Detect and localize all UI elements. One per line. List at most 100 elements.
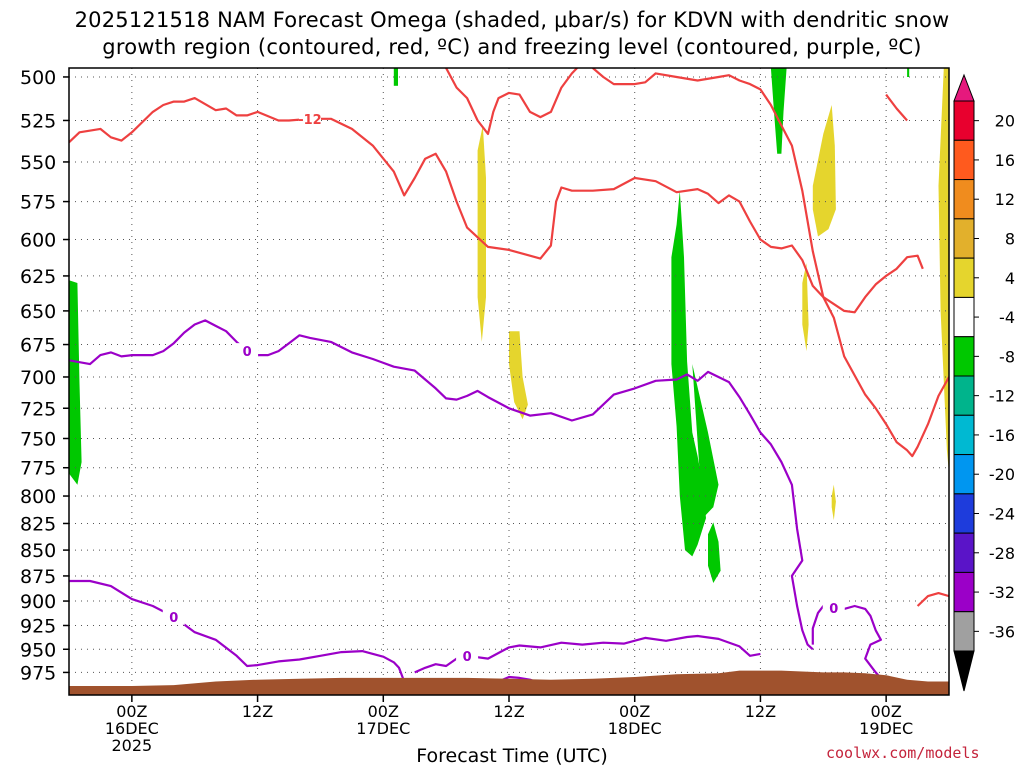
omega-shaded-region-2	[671, 190, 706, 557]
grid-layer	[69, 68, 949, 695]
omega-shading-layer	[69, 68, 949, 583]
credit-text: coolwx.com/models	[826, 744, 980, 762]
colorbar-label-3: 8	[1005, 230, 1015, 249]
colorbar-legend: 20 16 12 8 4 -4 -8 -12 -16 -20 -24 -28 -32 -36	[953, 73, 1015, 692]
x-tick-label-6-1: 16DEC	[105, 719, 159, 738]
y-tick-label-700: 700	[20, 367, 56, 389]
omega-shaded-region-5	[770, 68, 787, 154]
freezing-contour-label-2: 0	[463, 650, 472, 665]
omega-shaded-region-10	[802, 263, 809, 352]
y-tick-label-525: 525	[20, 110, 56, 132]
dgz-contour-label-bg-0	[298, 110, 321, 127]
x-axis-label: Forecast Time (UTC)	[416, 745, 608, 767]
y-tick-label-800: 800	[20, 486, 56, 508]
colorbar-label-5: -4	[999, 308, 1015, 327]
colorbar-swatch-6	[953, 336, 975, 377]
freezing-contour-label-bg-2	[456, 647, 479, 664]
freezing-contour-label-0: 0	[243, 345, 252, 360]
colorbar-swatch-12	[953, 571, 975, 613]
x-tick-label-18-0: 12Z	[242, 702, 273, 721]
terrain-fill	[69, 670, 949, 695]
y-axis: 500 525 550 575 600 625 650 675 700 725 750 775 800 8…	[20, 67, 69, 684]
colorbar-swatch-13	[953, 611, 975, 652]
colorbar-label-2: 12	[995, 190, 1015, 209]
y-tick-label-625: 625	[20, 266, 56, 288]
colorbar-swatch-8	[953, 414, 975, 456]
y-tick-label-650: 650	[20, 301, 56, 323]
omega-shaded-region-0	[69, 280, 82, 485]
omega-shaded-region-12	[938, 68, 949, 474]
terrain-layer	[69, 670, 949, 695]
y-tick-label-575: 575	[20, 192, 56, 214]
y-tick-label-950: 950	[20, 639, 56, 661]
omega-shaded-region-9	[812, 105, 836, 237]
colorbar-swatch-0	[953, 100, 975, 141]
freezing-contour-label-1: 0	[169, 611, 178, 626]
colorbar-swatch-7	[953, 375, 975, 416]
colorbar-label-10: -24	[989, 505, 1015, 524]
colorbar-swatch-3	[953, 218, 975, 259]
dgz-contour-2	[592, 68, 949, 458]
x-tick-label-6-2: 2025	[111, 736, 152, 755]
x-tick-label-78-1: 19DEC	[859, 719, 913, 738]
y-tick-label-825: 825	[20, 513, 56, 535]
omega-shaded-region-4	[708, 522, 721, 583]
colorbar-swatch-11	[953, 532, 975, 573]
y-tick-label-550: 550	[20, 152, 56, 174]
colorbar-label-9: -20	[989, 465, 1015, 484]
colorbar-label-8: -16	[989, 426, 1015, 445]
chart-title-line1: 2025121518 NAM Forecast Omega (shaded, μ…	[74, 8, 950, 32]
freezing-contour-label-4: 0	[829, 602, 838, 617]
y-tick-label-775: 775	[20, 458, 56, 480]
y-tick-label-725: 725	[20, 398, 56, 420]
omega-shaded-region-6	[907, 68, 910, 77]
x-tick-label-66-0: 12Z	[745, 702, 776, 721]
y-tick-label-675: 675	[20, 335, 56, 357]
chart-title-line2: growth region (contoured, red, ºC) and f…	[102, 35, 922, 59]
omega-shaded-region-8	[509, 331, 528, 420]
x-tick-label-6-0: 00Z	[116, 702, 147, 721]
colorbar-label-7: -12	[989, 387, 1015, 406]
colorbar-label-13: -36	[989, 622, 1015, 641]
omega-shaded-region-3	[692, 364, 719, 519]
colorbar-top-cap	[953, 73, 975, 102]
colorbar-bottom-cap	[953, 650, 975, 692]
y-tick-label-850: 850	[20, 540, 56, 562]
freezing-contour-1	[69, 579, 406, 692]
x-tick-label-54-0: 00Z	[619, 702, 650, 721]
colorbar-label-1: 16	[995, 151, 1015, 170]
x-tick-label-30-0: 00Z	[368, 702, 399, 721]
colorbar-label-11: -28	[989, 544, 1015, 563]
freezing-contour-2	[414, 634, 761, 674]
y-tick-label-975: 975	[20, 662, 56, 684]
freezing-contour-label-bg-0	[236, 343, 259, 360]
colorbar-swatch-5	[953, 296, 975, 338]
colorbar-swatch-10	[953, 493, 975, 534]
freezing-contour-4	[811, 604, 898, 692]
dgz-contour-3	[885, 93, 908, 122]
y-tick-label-600: 600	[20, 230, 56, 252]
colorbar-swatch-9	[953, 454, 975, 495]
dgz-contour-1	[445, 68, 578, 135]
freezing-contour-0	[69, 319, 814, 651]
colorbar-swatch-4	[953, 257, 975, 298]
colorbar-label-4: 4	[1005, 269, 1015, 288]
freezing-contour-label-bg-4	[822, 599, 845, 616]
colorbar-label-0: 20	[995, 112, 1015, 131]
y-tick-label-925: 925	[20, 615, 56, 637]
colorbar-label-6: -8	[999, 347, 1015, 366]
x-tick-label-42-0: 12Z	[493, 702, 524, 721]
colorbar-label-12: -32	[989, 583, 1015, 602]
y-tick-label-900: 900	[20, 591, 56, 613]
dgz-contour-4	[916, 591, 949, 607]
x-tick-label-78-0: 00Z	[870, 702, 901, 721]
y-tick-label-875: 875	[20, 566, 56, 588]
x-tick-label-54-1: 18DEC	[608, 719, 662, 738]
colorbar-swatch-2	[953, 179, 975, 220]
omega-shaded-region-1	[393, 68, 398, 86]
omega-shaded-region-11	[831, 484, 836, 521]
freezing-contour-label-bg-1	[162, 608, 185, 625]
y-tick-label-750: 750	[20, 428, 56, 450]
